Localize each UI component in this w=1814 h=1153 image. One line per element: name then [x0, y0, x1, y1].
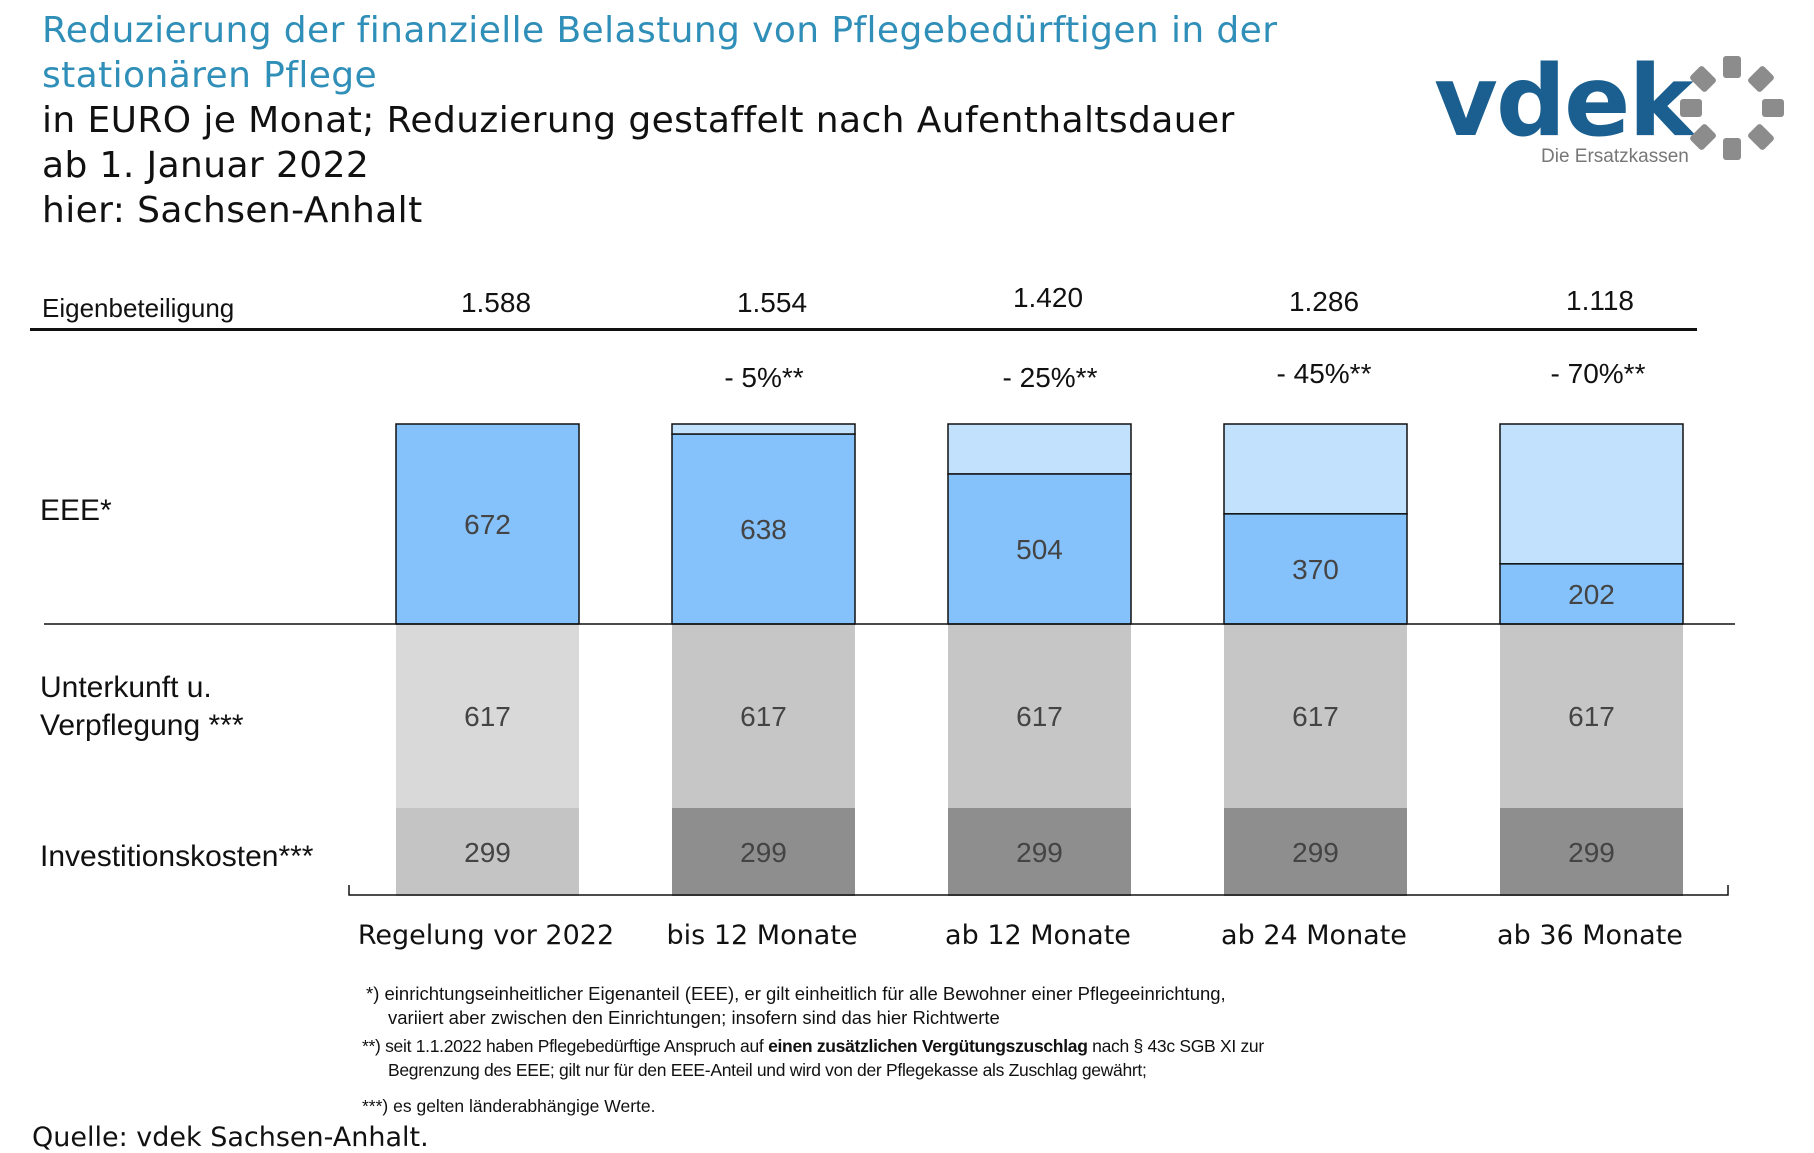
unterkunft-label-line-1: Unterkunft u. — [40, 671, 212, 704]
subtitle-line-3: hier: Sachsen-Anhalt — [42, 190, 423, 231]
unterkunft-bar — [948, 624, 1131, 808]
eee-bar — [671, 433, 856, 625]
investitionskosten-value: 299 — [1292, 837, 1339, 868]
eee-reduction-bar — [1223, 423, 1408, 515]
unterkunft-value: 617 — [1568, 701, 1615, 732]
eigenbeteiligung-divider — [30, 328, 1697, 331]
vdek-logo-subtitle: Die Ersatzkassen — [1541, 146, 1689, 167]
title-line-1: Reduzierung der finanzielle Belastung vo… — [42, 10, 1278, 51]
category-label: ab 12 Monate — [945, 920, 1131, 951]
eee-reduction-bar — [1499, 423, 1684, 565]
eee-bar — [1223, 513, 1408, 625]
unterkunft-bar — [672, 624, 855, 808]
investitionskosten-value: 299 — [740, 837, 787, 868]
unterkunft-bar — [1224, 624, 1407, 808]
eee-value: 504 — [1016, 534, 1063, 565]
eee-value: 370 — [1292, 554, 1339, 585]
unterkunft-value: 617 — [1016, 701, 1063, 732]
chart-subtitle: in EURO je Monat; Reduzierung gestaffelt… — [42, 98, 1235, 233]
title-line-2: stationären Pflege — [42, 55, 378, 96]
investitionskosten-bar — [672, 808, 855, 896]
unterkunft-label: Unterkunft u. Verpflegung *** — [40, 669, 244, 745]
footnote-zuschlag-line-1: **) seit 1.1.2022 haben Pflegebedürftige… — [362, 1034, 1264, 1058]
eee-bar — [947, 473, 1132, 625]
footnote-zuschlag: **) seit 1.1.2022 haben Pflegebedürftige… — [362, 1034, 1264, 1082]
reduction-label: - 5%** — [724, 362, 804, 393]
footnote-zuschlag-line-2: Begrenzung des EEE; gilt nur für den EEE… — [388, 1060, 1147, 1080]
eigenbeteiligung-value: 1.588 — [460, 287, 532, 318]
investitionskosten-label: Investitionskosten*** — [40, 840, 314, 873]
footnote-eee-line-1: *) einrichtungseinheitlicher Eigenanteil… — [366, 983, 1226, 1004]
investitionskosten-bar — [948, 808, 1131, 896]
eee-label: EEE* — [40, 494, 112, 527]
eigenbeteiligung-value: 1.554 — [736, 287, 808, 318]
vdek-logo-text: vdek — [1434, 45, 1694, 159]
investitionskosten-value: 299 — [464, 837, 511, 868]
eee-value: 672 — [464, 509, 511, 540]
footnote-laender: ***) es gelten länderabhängige Werte. — [362, 1096, 656, 1116]
unterkunft-value: 617 — [740, 701, 787, 732]
eigenbeteiligung-value: 1.286 — [1288, 286, 1360, 317]
unterkunft-bar — [396, 624, 579, 808]
footnote-zuschlag-bold: einen zusätzlichen Vergütungszuschlag — [768, 1036, 1088, 1056]
footnote-eee-line-2: variiert aber zwischen den Einrichtungen… — [388, 1007, 1000, 1028]
category-label: bis 12 Monate — [666, 920, 858, 951]
unterkunft-label-line-2: Verpflegung *** — [40, 709, 244, 742]
footnote-eee: *) einrichtungseinheitlicher Eigenanteil… — [366, 982, 1226, 1030]
chart-title: Reduzierung der finanzielle Belastung vo… — [42, 8, 1277, 98]
footnote-zuschlag-pre: **) seit 1.1.2022 haben Pflegebedürftige… — [362, 1036, 769, 1056]
eee-value: 202 — [1568, 579, 1615, 610]
category-label: Regelung vor 2022 — [357, 920, 615, 951]
category-label: ab 36 Monate — [1497, 920, 1683, 951]
unterkunft-value: 617 — [464, 701, 511, 732]
investitionskosten-bar — [1224, 808, 1407, 896]
unterkunft-value: 617 — [1292, 701, 1339, 732]
reduction-label: - 70%** — [1550, 358, 1646, 389]
eee-value: 638 — [740, 514, 787, 545]
eigenbeteiligung-label: Eigenbeteiligung — [42, 293, 235, 323]
investitionskosten-bar — [1500, 808, 1683, 896]
eee-bar — [395, 423, 580, 625]
investitionskosten-value: 299 — [1016, 837, 1063, 868]
investitionskosten-value: 299 — [1568, 837, 1615, 868]
unterkunft-bar — [1500, 624, 1683, 808]
category-label: ab 24 Monate — [1221, 920, 1407, 951]
x-axis-bracket — [348, 885, 1729, 896]
subtitle-line-2: ab 1. Januar 2022 — [42, 145, 370, 186]
footnote-zuschlag-post: nach § 43c SGB XI zur — [1087, 1036, 1264, 1056]
eee-reduction-bar — [671, 423, 856, 435]
investitionskosten-bar — [396, 808, 579, 896]
eigenbeteiligung-value: 1.118 — [1566, 285, 1634, 316]
subtitle-line-1: in EURO je Monat; Reduzierung gestaffelt… — [42, 100, 1235, 141]
reduction-label: - 45%** — [1276, 358, 1372, 389]
eee-bar — [1499, 563, 1684, 625]
eigenbeteiligung-value: 1.420 — [1012, 282, 1084, 313]
ring-of-segments-icon — [1680, 56, 1784, 160]
eee-reduction-bar — [947, 423, 1132, 475]
reduction-label: - 25%** — [1002, 362, 1098, 393]
source-note: Quelle: vdek Sachsen-Anhalt. — [32, 1122, 429, 1153]
